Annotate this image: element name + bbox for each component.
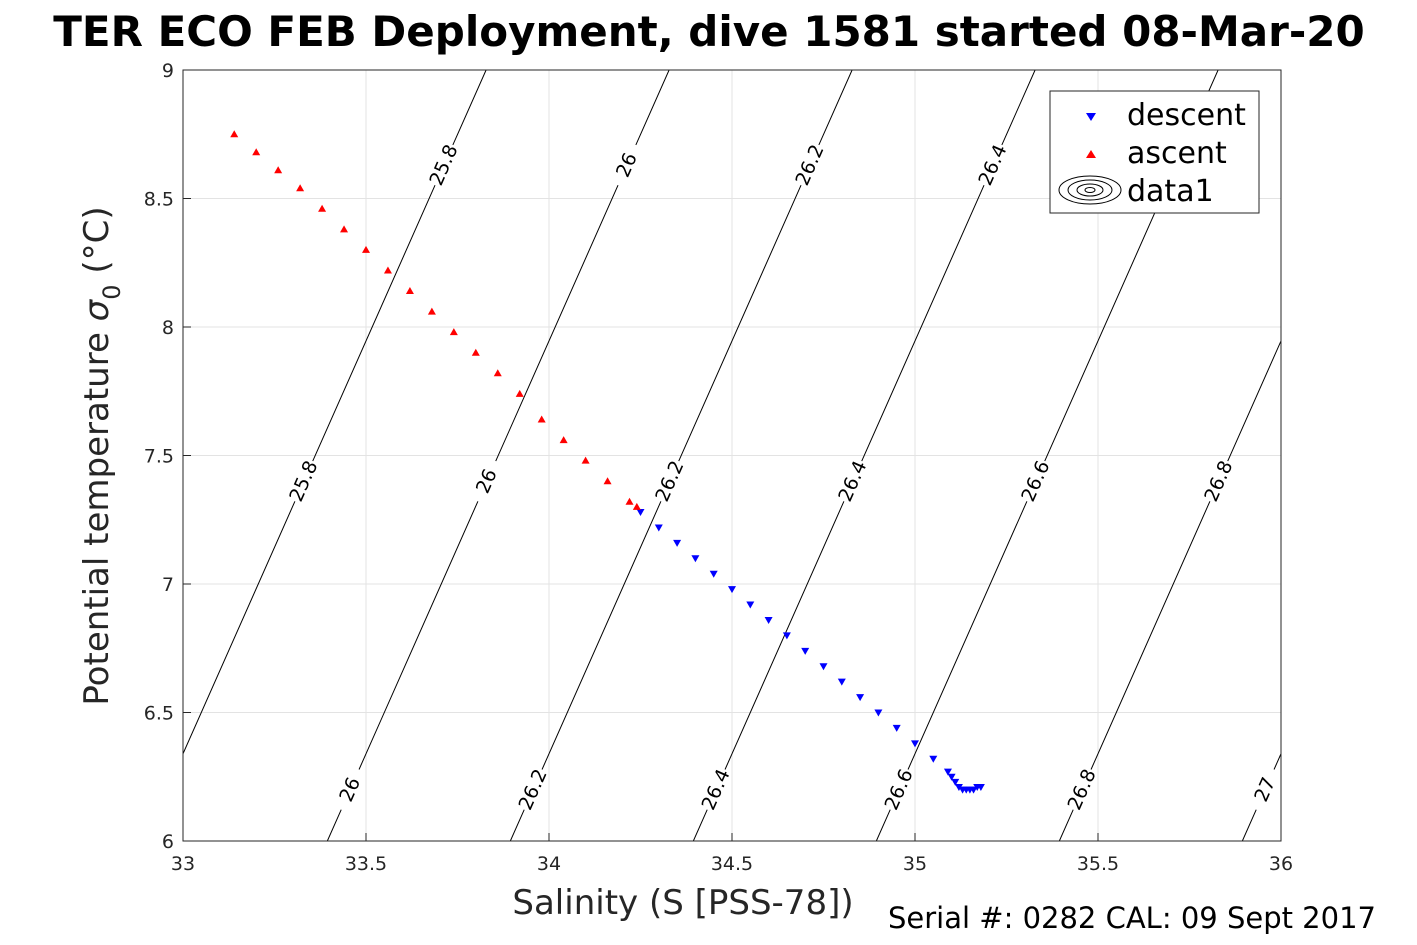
descent-point [856, 694, 865, 702]
legend[interactable]: descent ascent data1 [1049, 90, 1260, 214]
descent-point [728, 586, 736, 594]
ascent-point [405, 287, 414, 295]
x-axis-label: Salinity (S [PSS-78]) [512, 883, 853, 923]
ascent-point [449, 328, 458, 336]
ascent-point [515, 389, 524, 397]
isopycnal-contours [183, 70, 1281, 841]
ascent-point [427, 307, 436, 315]
descent-point [969, 786, 978, 794]
ascent-point [632, 502, 641, 510]
x-tick-label: 35.5 [1077, 853, 1119, 875]
y-axis-ticks: 6 6.5 7 7.5 8 8.5 9 [144, 60, 191, 853]
x-tick-label: 34.5 [711, 853, 753, 875]
descent-point [947, 773, 956, 781]
descent-point [951, 778, 960, 786]
descent-point [837, 678, 846, 686]
isopycnal-line [1058, 339, 1281, 841]
ascent-point [230, 130, 239, 138]
descent-point [709, 570, 718, 578]
descent-point [764, 616, 773, 624]
ascent-point [581, 456, 590, 464]
isopycnal-line [183, 70, 487, 756]
x-tick-label: 34 [537, 853, 561, 875]
ascent-point [383, 266, 392, 274]
series-descent [636, 509, 985, 794]
x-tick-label: 36 [1269, 853, 1293, 875]
footer-serial-cal: Serial #: 0282 CAL: 09 Sept 2017 [888, 901, 1376, 935]
y-tick-label: 9 [162, 60, 174, 82]
x-tick-label: 33.5 [345, 853, 387, 875]
descent-point [954, 784, 963, 792]
series-ascent [230, 130, 641, 510]
legend-data1-label: data1 [1127, 174, 1214, 209]
descent-point [801, 647, 810, 655]
descent-point [782, 632, 791, 640]
descent-point [929, 755, 938, 763]
data-points [230, 130, 985, 794]
ascent-point [362, 245, 370, 253]
descent-point [976, 784, 985, 792]
isopycnal-line [509, 70, 853, 841]
chart-title: TER ECO FEB Deployment, dive 1581 starte… [53, 7, 1364, 56]
y-tick-label: 6.5 [144, 703, 174, 725]
descent-point [874, 709, 883, 717]
y-axis-label-subscript: 0 [98, 284, 126, 299]
ascent-point [318, 204, 327, 212]
legend-ascent-marker [1086, 150, 1096, 158]
y-axis-label-text: Potential temperature [77, 332, 117, 705]
descent-point [636, 509, 645, 517]
descent-point [892, 724, 901, 732]
isopycnal-line [875, 70, 1219, 841]
descent-point [673, 539, 682, 547]
descent-point [654, 524, 663, 532]
legend-box [1049, 90, 1260, 214]
y-axis-label: Potential temperature σ0 (°C) [77, 206, 126, 705]
isopycnal-line [1241, 752, 1281, 841]
ascent-point [274, 166, 283, 174]
legend-descent-label: descent [1127, 98, 1246, 133]
y-axis-label-unit: (°C) [77, 206, 117, 273]
isopycnal-line [692, 70, 1036, 841]
isopycnal-line [326, 70, 670, 841]
y-tick-label: 6 [162, 831, 174, 853]
x-tick-label: 35 [903, 853, 927, 875]
ascent-point [603, 477, 612, 485]
x-tick-label: 33 [171, 853, 195, 875]
descent-point [691, 555, 700, 563]
x-axis-ticks: 33 33.5 34 34.5 35 35.5 36 [171, 833, 1293, 875]
y-axis-label-sigma: σ [77, 298, 117, 321]
ascent-point [559, 436, 568, 444]
ascent-point [471, 348, 480, 356]
ascent-point [252, 148, 261, 156]
descent-point [819, 663, 828, 671]
y-tick-label: 7 [162, 574, 174, 596]
ascent-point [625, 497, 634, 505]
legend-ascent-label: ascent [1127, 136, 1227, 171]
legend-contour-icon [1058, 175, 1122, 205]
legend-descent-marker [1086, 113, 1096, 121]
ascent-point [296, 184, 305, 192]
y-tick-label: 8 [162, 317, 174, 339]
descent-point [746, 601, 755, 609]
ascent-point [537, 415, 546, 423]
descent-point [943, 768, 952, 776]
ascent-point [340, 225, 349, 233]
y-tick-label: 8.5 [144, 189, 174, 211]
y-tick-label: 7.5 [144, 446, 174, 468]
ascent-point [493, 369, 502, 377]
descent-point [911, 740, 919, 748]
